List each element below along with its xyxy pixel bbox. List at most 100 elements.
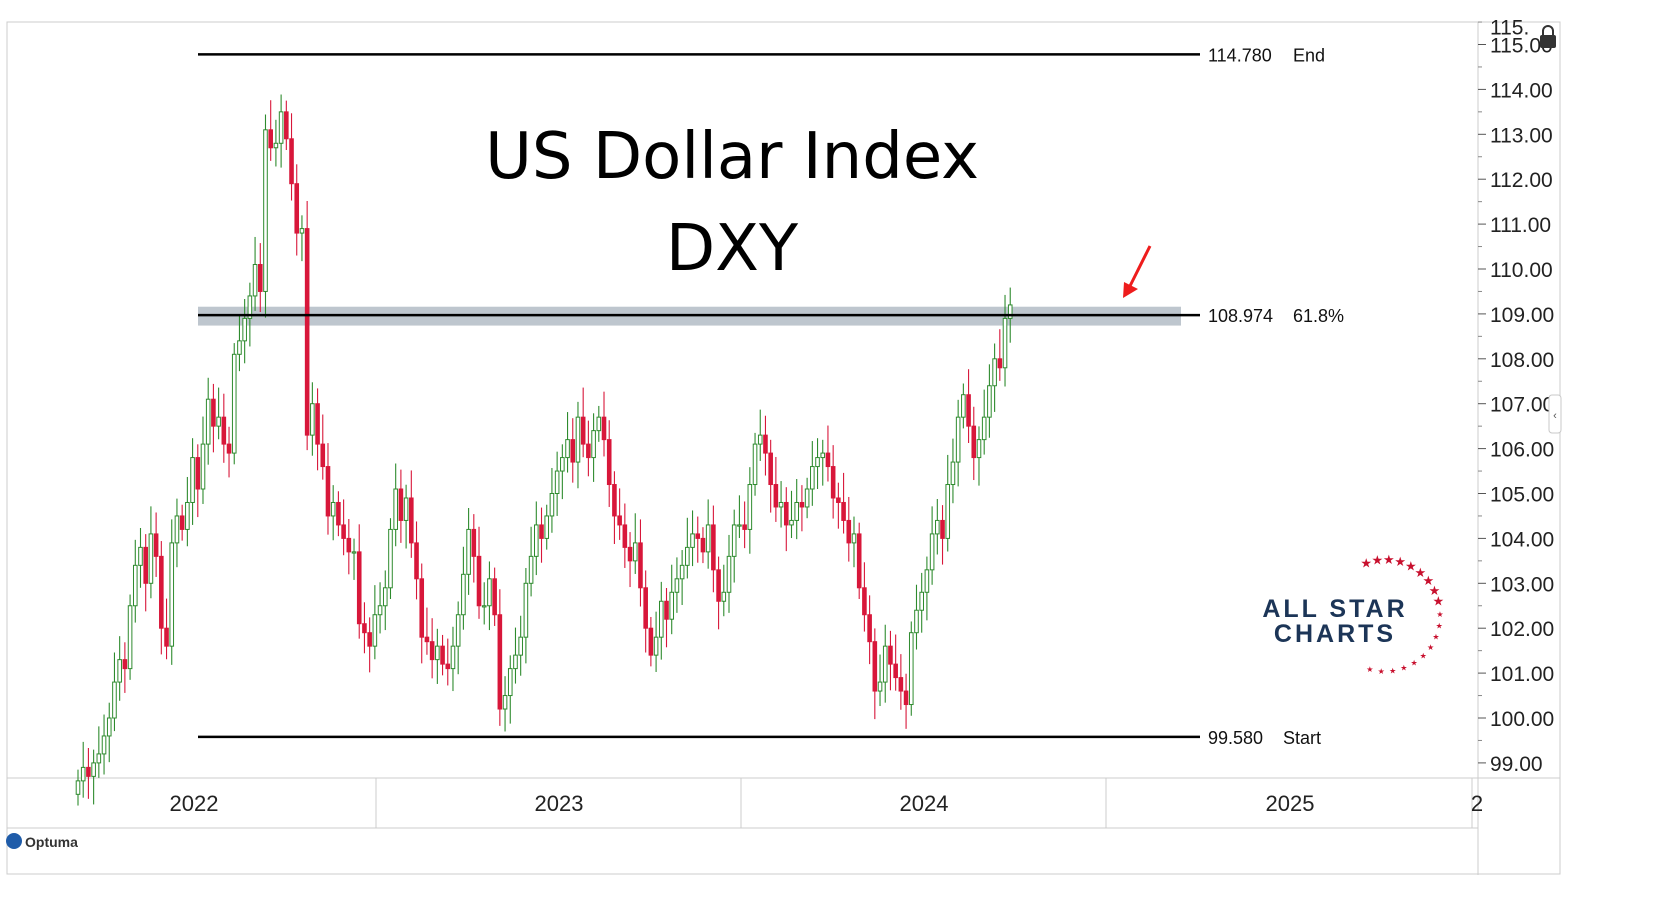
candle — [940, 505, 945, 565]
candle — [393, 463, 398, 547]
candle — [882, 624, 888, 703]
candle — [924, 556, 930, 621]
candle — [679, 550, 685, 606]
candle — [575, 401, 581, 489]
level-tag-label: Start — [1283, 728, 1321, 748]
candle — [330, 485, 336, 541]
candle — [846, 496, 852, 562]
candle — [908, 621, 914, 716]
candle — [539, 507, 544, 563]
candle — [664, 587, 669, 648]
level-tag-label: End — [1293, 45, 1325, 65]
candle — [804, 477, 810, 519]
candle — [216, 387, 221, 440]
optuma-badge: Optuma — [6, 833, 78, 850]
candle — [377, 582, 383, 634]
lock-icon[interactable] — [1540, 25, 1556, 48]
candle — [221, 393, 227, 463]
candle — [461, 546, 466, 630]
candle — [783, 487, 789, 552]
candle — [752, 432, 758, 496]
candle — [898, 654, 904, 710]
collapse-handle-icon[interactable]: ‹ — [1548, 394, 1562, 434]
y-tick-label: 101.00 — [1490, 663, 1554, 686]
x-tick-label: 2024 — [900, 791, 949, 816]
candle — [981, 389, 987, 455]
candle — [929, 506, 935, 585]
candle — [565, 412, 570, 473]
candle — [492, 567, 497, 626]
plot-frame — [6, 21, 1561, 875]
candle — [893, 634, 898, 691]
candle — [601, 391, 607, 457]
candle — [789, 490, 794, 539]
candle — [757, 409, 763, 461]
star-icon: ★ — [1433, 594, 1445, 609]
candle — [648, 616, 654, 667]
candle — [737, 495, 742, 539]
y-tick-label: 113.00 — [1490, 124, 1553, 147]
candle — [518, 615, 523, 676]
candle — [252, 236, 258, 311]
candle — [711, 505, 716, 593]
candle — [403, 484, 409, 549]
candle — [440, 634, 445, 676]
candle — [966, 369, 971, 443]
candle — [903, 673, 909, 729]
candle — [450, 626, 456, 692]
star-arc-icon: ★ ★ ★ ★ ★★★★★★★★★★★★★★★ — [1360, 552, 1444, 676]
star-icon: ★ — [1436, 622, 1443, 631]
star-icon: ★ — [1400, 664, 1407, 673]
candle — [205, 377, 211, 465]
candle — [315, 388, 320, 471]
candle — [268, 100, 273, 161]
y-tick-label: 115.00 — [1490, 35, 1553, 58]
candle — [445, 638, 451, 686]
y-tick-label: 109.00 — [1490, 304, 1554, 327]
star-icon: ★ — [1420, 652, 1427, 661]
candle — [778, 481, 784, 528]
y-tick-label: 110.00 — [1490, 259, 1553, 282]
candle — [159, 541, 164, 655]
candle — [138, 527, 143, 588]
candle — [627, 532, 633, 588]
candle — [914, 584, 919, 650]
candle — [429, 618, 435, 679]
star-icon: ★ — [1366, 665, 1373, 674]
allstarcharts-logo: ★ ★ ★ ★ ★★★★★★★★★★★★★★★ ALL STAR CHARTS — [1262, 552, 1444, 676]
candle — [836, 482, 841, 529]
candle — [888, 630, 893, 691]
candle — [502, 676, 508, 732]
candle — [669, 564, 675, 635]
star-icon: ★ — [1360, 555, 1372, 570]
candle — [153, 512, 159, 577]
star-icon: ★ — [1432, 633, 1439, 642]
candle — [570, 418, 576, 483]
candle — [919, 572, 924, 633]
y-tick-label: 106.00 — [1490, 439, 1554, 462]
candle — [632, 513, 638, 574]
candle — [80, 741, 86, 798]
candle — [481, 582, 487, 625]
candle — [304, 201, 310, 451]
candle — [398, 469, 404, 543]
candle — [471, 514, 477, 583]
candle — [731, 509, 737, 583]
candle — [872, 628, 878, 720]
candle — [497, 589, 503, 726]
y-tick-label: 103.00 — [1490, 573, 1554, 596]
candle — [997, 329, 1003, 381]
candle — [685, 517, 690, 579]
level-value-label: 108.974 — [1208, 306, 1273, 326]
chart-title: US Dollar Index — [485, 120, 979, 194]
candle — [75, 769, 81, 806]
candle — [507, 655, 513, 724]
candle — [591, 413, 596, 482]
candle — [867, 595, 872, 665]
candle — [101, 714, 107, 775]
candle — [851, 516, 857, 568]
candle — [320, 414, 326, 480]
x-tick-label: 2 — [1471, 791, 1483, 816]
y-tick-label-partial: 115. — [1490, 17, 1529, 40]
candle — [190, 438, 195, 525]
